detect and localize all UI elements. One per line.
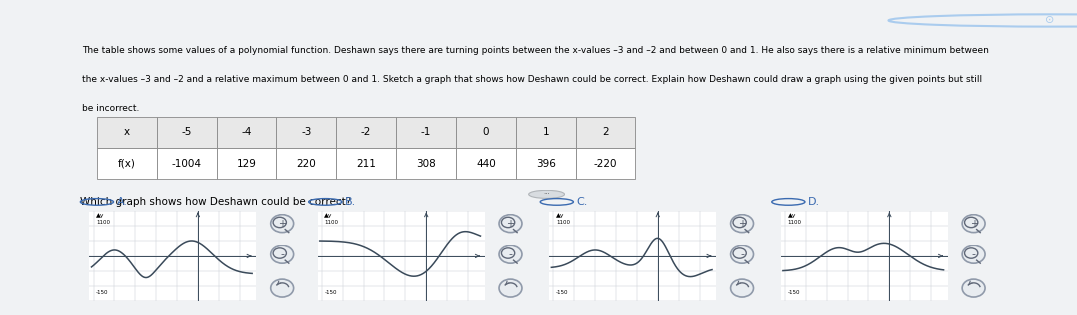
Text: -150: -150	[324, 290, 337, 295]
Text: +: +	[969, 219, 978, 229]
Circle shape	[270, 279, 294, 297]
Text: A.: A.	[116, 197, 127, 207]
Text: +: +	[278, 219, 286, 229]
Circle shape	[962, 245, 985, 263]
Circle shape	[730, 215, 754, 232]
Text: +: +	[506, 219, 515, 229]
Circle shape	[270, 245, 294, 263]
Text: be incorrect.: be incorrect.	[82, 104, 139, 113]
Ellipse shape	[529, 190, 564, 198]
Text: ▲y: ▲y	[96, 213, 104, 218]
Text: ···: ···	[543, 191, 550, 198]
Text: -150: -150	[96, 290, 109, 295]
Text: -: -	[740, 249, 744, 259]
Circle shape	[962, 279, 985, 297]
Circle shape	[499, 279, 522, 297]
Text: ▲y: ▲y	[787, 213, 796, 218]
Text: ▲y: ▲y	[324, 213, 333, 218]
Text: +: +	[738, 219, 746, 229]
Text: B.: B.	[345, 197, 356, 207]
Text: ⊙: ⊙	[1046, 15, 1054, 26]
Text: The table shows some values of a polynomial function. Deshawn says there are tur: The table shows some values of a polynom…	[82, 46, 989, 54]
Text: D.: D.	[808, 197, 820, 207]
Text: 1100: 1100	[556, 220, 570, 225]
Text: -150: -150	[787, 290, 800, 295]
Text: -150: -150	[556, 290, 569, 295]
Text: 1100: 1100	[324, 220, 338, 225]
Text: -: -	[508, 249, 513, 259]
Text: -: -	[280, 249, 284, 259]
Circle shape	[730, 245, 754, 263]
Text: 1100: 1100	[787, 220, 801, 225]
Text: -: -	[971, 249, 976, 259]
Text: Which graph shows how Deshawn could be correct?: Which graph shows how Deshawn could be c…	[80, 197, 351, 207]
Text: ▲y: ▲y	[556, 213, 564, 218]
Text: C.: C.	[576, 197, 588, 207]
Circle shape	[270, 215, 294, 232]
Text: the x-values –3 and –2 and a relative maximum between 0 and 1. Sketch a graph th: the x-values –3 and –2 and a relative ma…	[82, 75, 982, 84]
Circle shape	[962, 215, 985, 232]
Circle shape	[499, 215, 522, 232]
Circle shape	[730, 279, 754, 297]
Text: 1100: 1100	[96, 220, 110, 225]
Circle shape	[499, 245, 522, 263]
